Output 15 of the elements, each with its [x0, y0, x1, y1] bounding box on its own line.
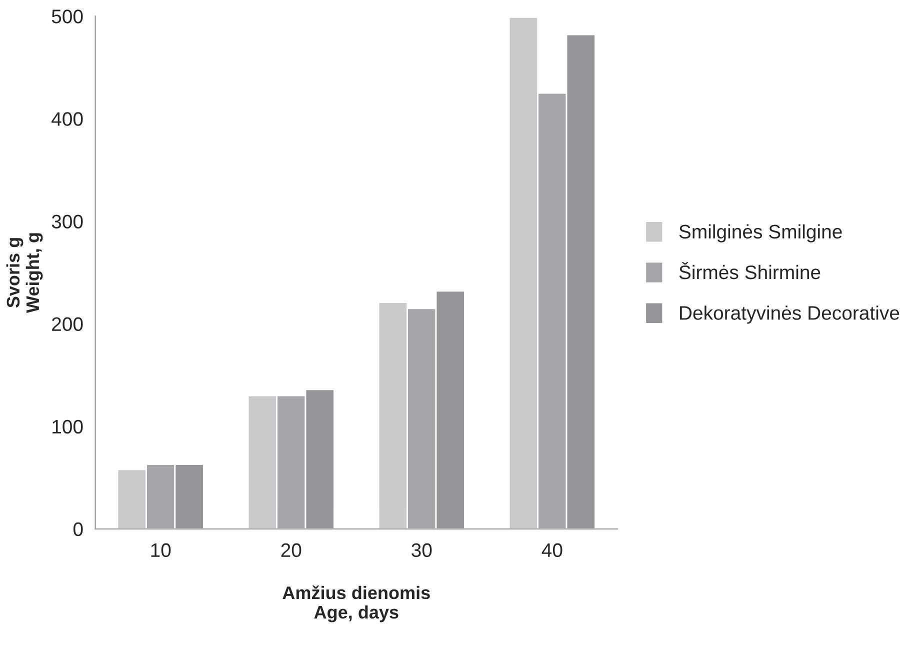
x-tick-label: 40 — [542, 543, 562, 558]
x-tick-label: 20 — [281, 543, 302, 558]
y-tick-label: 400 — [52, 112, 83, 126]
x-tick-label: 10 — [151, 543, 171, 558]
y-tick-label: 100 — [52, 420, 83, 434]
y-axis-title: Svoris g Weight, g — [6, 233, 43, 313]
x-tick-label: 30 — [412, 543, 432, 558]
y-tick-label: 0 — [73, 522, 83, 536]
legend-label: Dekoratyvinės Decorative — [680, 306, 900, 324]
y-tick-label: 200 — [52, 317, 83, 332]
legend-label: Smilginės Smilgine — [679, 224, 842, 242]
y-tick-label: 300 — [52, 214, 83, 228]
y-tick-label: 500 — [52, 10, 83, 24]
legend-label: Širmės Shirmine — [679, 262, 820, 280]
x-axis-title: Amžius dienomis Age, days — [282, 586, 430, 622]
